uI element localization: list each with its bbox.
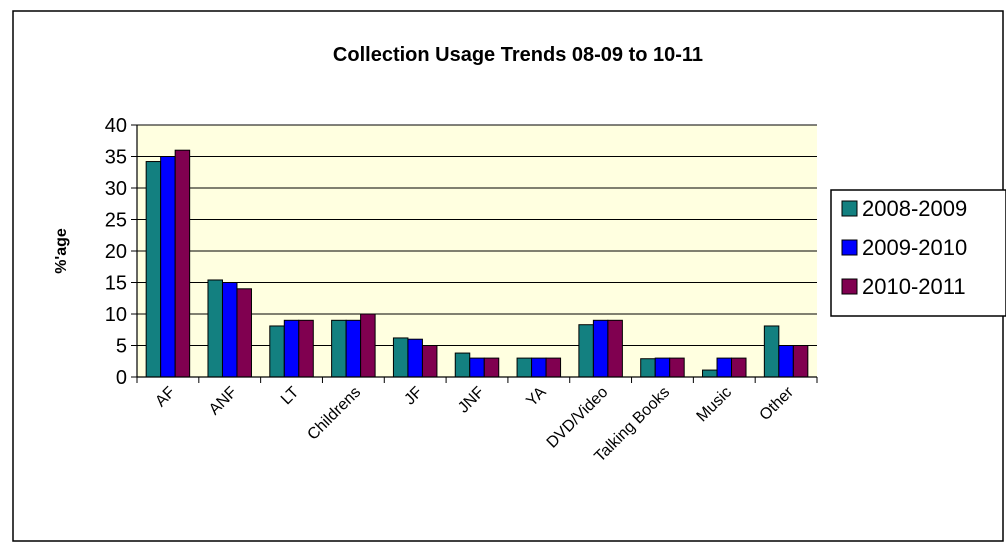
bar	[545, 357, 562, 378]
bar	[298, 319, 314, 378]
y-tick-label: 25	[105, 210, 127, 232]
bar	[731, 357, 747, 378]
bar	[283, 319, 300, 378]
bar	[331, 319, 347, 378]
bar	[145, 161, 162, 378]
y-tick-label: 10	[105, 304, 127, 326]
bar	[454, 352, 471, 378]
bar	[792, 345, 809, 378]
bar	[654, 357, 671, 378]
bar	[778, 345, 794, 378]
bar	[236, 288, 252, 378]
bar	[360, 313, 376, 378]
bar	[592, 319, 609, 378]
bar	[578, 324, 594, 378]
bar	[669, 357, 685, 378]
legend: 2008-2009 2009-2010 2010-2011	[830, 189, 1006, 317]
y-tick-label: 20	[105, 241, 127, 263]
chart-title: Collection Usage Trends 08-09 to 10-11	[333, 44, 703, 66]
legend-label: 2008-2009	[862, 196, 967, 221]
bar	[531, 357, 547, 378]
legend-label: 2009-2010	[862, 235, 967, 260]
legend-swatch	[841, 239, 858, 256]
bar	[607, 319, 623, 378]
legend-label: 2010-2011	[862, 274, 966, 299]
bar	[345, 319, 362, 378]
bar	[469, 357, 485, 378]
y-tick-label: 15	[105, 273, 127, 295]
y-tick-label: 40	[105, 115, 127, 137]
legend-swatch	[841, 278, 858, 295]
legend-box	[830, 189, 1006, 317]
bar	[207, 279, 223, 378]
bar	[421, 345, 438, 378]
y-axis-label: %'age	[53, 228, 70, 274]
bar	[221, 282, 238, 378]
bar	[174, 149, 191, 378]
bar	[269, 325, 285, 378]
bar	[702, 369, 718, 378]
bar	[160, 156, 176, 378]
bar	[407, 338, 423, 378]
bar	[516, 357, 533, 378]
bar	[763, 325, 780, 378]
y-tick-label: 30	[105, 178, 127, 200]
y-tick-label: 0	[116, 367, 127, 389]
legend-swatch	[841, 200, 858, 217]
bar	[640, 358, 656, 378]
bar	[716, 357, 733, 378]
bar	[392, 337, 409, 378]
bar	[483, 357, 500, 378]
y-tick-label: 35	[105, 147, 127, 169]
y-tick-label: 5	[116, 336, 127, 358]
